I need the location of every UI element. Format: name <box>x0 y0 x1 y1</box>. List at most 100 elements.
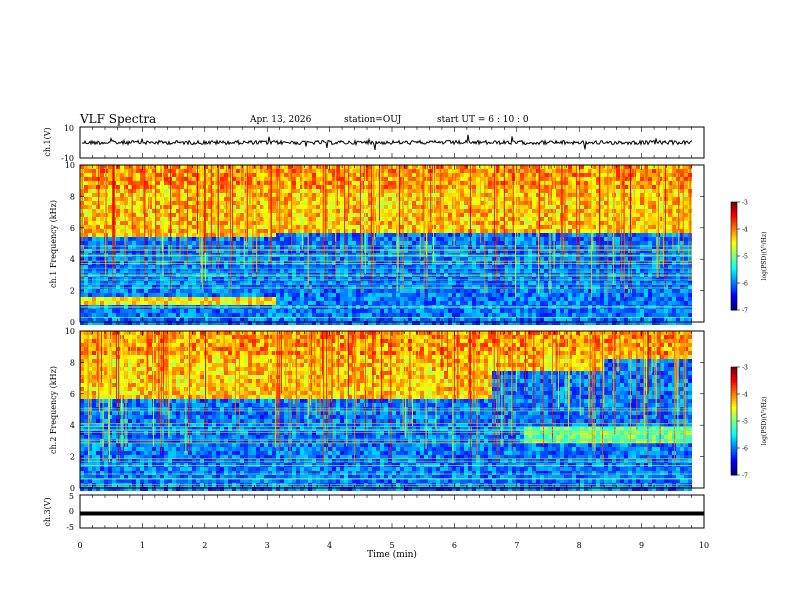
spectrogram-cell <box>516 249 520 253</box>
spectrogram-cell <box>196 289 200 293</box>
spectrogram-cell <box>284 185 288 189</box>
spectrogram-cell <box>372 321 376 325</box>
spectrogram-cell <box>200 173 204 177</box>
spectrogram-cell <box>228 301 232 305</box>
spectrogram-cell <box>96 181 100 185</box>
spectrogram-cell <box>224 241 228 245</box>
spectrogram-cell <box>236 297 240 301</box>
spectrogram-cell <box>436 189 440 193</box>
spectrogram-cell <box>408 309 412 313</box>
spectrogram-cell <box>388 257 392 261</box>
spectrogram-cell <box>484 181 488 185</box>
spectrogram-cell <box>312 193 316 197</box>
spectrogram-cell <box>412 165 416 169</box>
spectrogram-cell <box>408 289 412 293</box>
spectrogram-cell <box>456 241 460 245</box>
spectrogram-cell <box>236 229 240 233</box>
spectrogram-cell <box>512 281 516 285</box>
spectrogram-cell <box>100 301 104 305</box>
spectrogram-cell <box>564 293 568 297</box>
spectrogram-cell <box>120 173 124 177</box>
spectrogram-cell <box>148 249 152 253</box>
spectrogram-cell <box>244 313 248 317</box>
spectrogram-cell <box>368 213 372 217</box>
spectrogram-cell <box>504 165 508 169</box>
spectrogram-cell <box>356 321 360 325</box>
spectrogram-cell <box>332 229 336 233</box>
spectrogram-cell <box>472 169 476 173</box>
spectrogram-cell <box>100 237 104 241</box>
spectrogram-cell <box>532 241 536 245</box>
spectrogram-cell <box>380 213 384 217</box>
spectrogram-cell <box>536 309 540 313</box>
spectrogram-cell <box>484 261 488 265</box>
spectrogram-cell <box>496 197 500 201</box>
spectrogram-cell <box>532 237 536 241</box>
spectrogram-cell <box>300 277 304 281</box>
spectrogram-cell <box>180 241 184 245</box>
spectrogram-cell <box>220 189 224 193</box>
spectrogram-cell <box>288 293 292 297</box>
spectrogram-cell <box>124 225 128 229</box>
spectrogram-cell <box>168 309 172 313</box>
spectrogram-cell <box>484 169 488 173</box>
spectrogram-cell <box>308 213 312 217</box>
spectrogram-cell <box>168 213 172 217</box>
spectrogram-cell <box>548 321 552 325</box>
spectrogram-cell <box>216 285 220 289</box>
spectrogram-cell <box>252 281 256 285</box>
spectrogram-cell <box>256 265 260 269</box>
spectrogram-cell <box>172 269 176 273</box>
spectrogram-cell <box>544 269 548 273</box>
spectrogram-cell <box>312 249 316 253</box>
spectrogram-cell <box>328 317 332 321</box>
spectrogram-cell <box>88 277 92 281</box>
spectrogram-cell <box>108 165 112 169</box>
spectrogram-cell <box>460 249 464 253</box>
spectrogram-cell <box>352 293 356 297</box>
spectrogram-cell <box>420 177 424 181</box>
spectrogram-cell <box>528 201 532 205</box>
spectrogram-cell <box>276 221 280 225</box>
spectrogram-cell <box>256 237 260 241</box>
spectrogram-cell <box>264 181 268 185</box>
spectrogram-cell <box>560 277 564 281</box>
spectrogram-cell <box>224 189 228 193</box>
spectrogram-cell <box>528 301 532 305</box>
spectrogram-cell <box>408 189 412 193</box>
spectrogram-cell <box>536 293 540 297</box>
spectrogram-cell <box>536 317 540 321</box>
spectrogram-cell <box>252 285 256 289</box>
spectrogram-cell <box>288 209 292 213</box>
spectrogram-cell <box>332 313 336 317</box>
spectrogram-cell <box>168 177 172 181</box>
spectrogram-cell <box>328 309 332 313</box>
spectrogram-cell <box>284 249 288 253</box>
spectrogram-cell <box>192 317 196 321</box>
spectrogram-cell <box>512 241 516 245</box>
spectrogram-cell <box>524 169 528 173</box>
spectrogram-cell <box>116 189 120 193</box>
spectrogram-cell <box>320 277 324 281</box>
spectrogram-cell <box>304 277 308 281</box>
spectrogram-cell <box>204 277 208 281</box>
spectrogram-cell <box>524 321 528 325</box>
spectrogram-cell <box>480 197 484 201</box>
spectrogram-cell <box>560 265 564 269</box>
spectrogram-cell <box>204 165 208 169</box>
spectrogram-cell <box>544 257 548 261</box>
spectrogram-cell <box>180 301 184 305</box>
spectrogram-cell <box>276 217 280 221</box>
spectrogram-cell <box>440 209 444 213</box>
spectrogram-cell <box>136 213 140 217</box>
spectrogram-cell <box>96 321 100 325</box>
spectrogram-cell <box>308 277 312 281</box>
spectrogram-cell <box>140 249 144 253</box>
spectrogram-cell <box>272 225 276 229</box>
spectrogram-cell <box>92 165 96 169</box>
spectrogram-cell <box>484 225 488 229</box>
spectrogram-cell <box>420 173 424 177</box>
spectrogram-cell <box>516 293 520 297</box>
spectrogram-cell <box>168 301 172 305</box>
spectrogram-cell <box>436 249 440 253</box>
